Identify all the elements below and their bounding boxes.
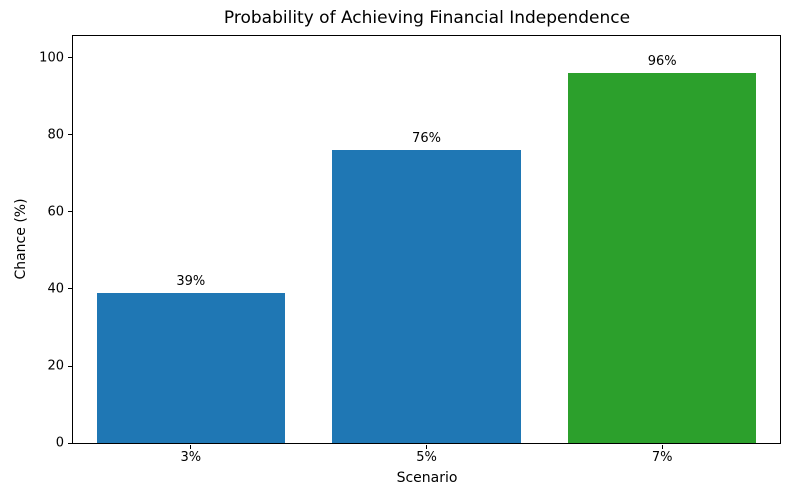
y-tick-mark <box>68 365 72 367</box>
y-tick-mark <box>68 57 72 59</box>
x-tick-label: 3% <box>180 450 202 465</box>
y-tick-mark <box>68 134 72 136</box>
bar-value-label: 96% <box>647 54 677 70</box>
y-tick-label: 80 <box>47 127 64 143</box>
chart-title: Probability of Achieving Financial Indep… <box>223 8 631 28</box>
y-tick-label: 0 <box>55 435 64 451</box>
y-tick-label: 40 <box>47 281 64 297</box>
plot-area: 0 20 40 60 80 100 39% 3% 76% 5% 96% 7% <box>39 35 781 465</box>
y-tick-mark <box>68 442 72 444</box>
y-tick-label: 60 <box>47 204 64 220</box>
x-tick-label: 5% <box>416 450 437 465</box>
y-axis-label: Chance (%) <box>13 198 29 280</box>
x-axis-label: Scenario <box>396 470 458 486</box>
y-tick-mark <box>68 211 72 213</box>
y-tick-label: 20 <box>47 358 64 374</box>
bar <box>567 73 757 443</box>
y-tick-label: 100 <box>39 50 64 66</box>
x-tick-mark <box>426 445 427 449</box>
x-tick-mark <box>190 445 192 449</box>
bar <box>332 150 521 443</box>
bar <box>96 292 286 443</box>
bar-value-label: 76% <box>412 131 441 147</box>
x-tick-mark <box>661 445 663 449</box>
bar-value-label: 39% <box>176 273 206 289</box>
y-tick-mark <box>68 288 72 290</box>
x-tick-label: 7% <box>651 450 673 465</box>
